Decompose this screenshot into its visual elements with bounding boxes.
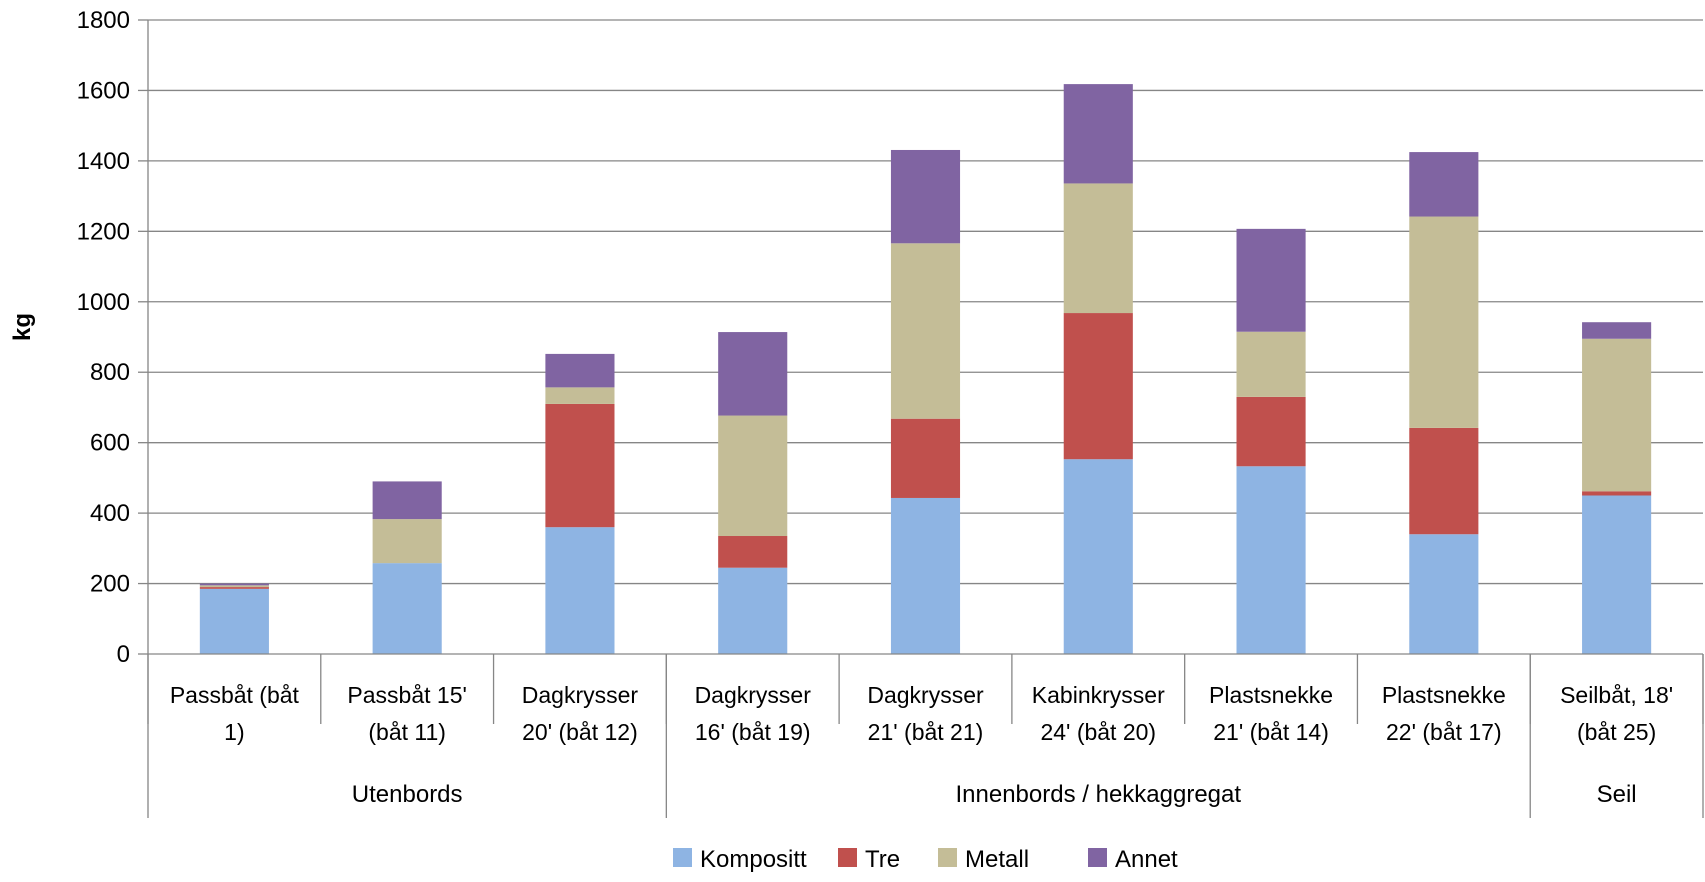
bar-segment-tre: [199, 587, 269, 589]
x-category-label: Seilbåt, 18' (båt 25): [1560, 682, 1673, 745]
y-tick-label: 1800: [77, 7, 130, 34]
x-group-label: Innenbords / hekkaggregat: [956, 781, 1242, 808]
bar-segment-metall: [1063, 183, 1133, 314]
axes: [138, 19, 1704, 818]
bar-segment-annet: [199, 583, 269, 586]
y-tick-label: 1000: [77, 289, 130, 316]
bar-segment-metall: [199, 585, 269, 588]
bar-segment-kompositt: [545, 527, 615, 654]
bar-segment-tre: [1236, 396, 1306, 467]
y-tick-label: 1600: [77, 77, 130, 104]
y-tick-label: 0: [117, 641, 130, 668]
y-tick-label: 1200: [77, 218, 130, 245]
bar-segment-kompositt: [1063, 459, 1133, 654]
bar-segment-tre: [1582, 491, 1652, 496]
bar-segment-annet: [1582, 322, 1652, 339]
y-tick-labels: 0 200 400 600 800 1000 1200 1400 1600 1800: [77, 7, 130, 668]
bar-segment-metall: [890, 243, 961, 419]
x-category-labels: Passbåt (båt 1) Passbåt 15' (båt 11) Dagkrys…: [170, 682, 1673, 745]
legend-swatch: [673, 848, 692, 867]
bar-segment-kompositt: [890, 497, 961, 654]
bar-segment-annet: [372, 481, 442, 520]
bar-segment-annet: [718, 332, 788, 416]
x-category-label: Passbåt 15' (båt 11): [347, 682, 466, 745]
bar-segment-kompositt: [199, 588, 269, 654]
bar-segment-metall: [545, 387, 615, 404]
bar-segment-annet: [890, 149, 961, 244]
bar-segment-annet: [545, 353, 615, 388]
x-category-label: Plastsnekke 22' (båt 17): [1382, 682, 1506, 745]
y-tick-label: 400: [90, 500, 130, 527]
bar-segment-metall: [1409, 216, 1479, 428]
x-category-label: Dagkrysser 20' (båt 12): [522, 682, 639, 745]
x-category-label: Dagkrysser 16' (båt 19): [695, 682, 812, 745]
legend-swatch: [938, 848, 957, 867]
legend-swatch: [1088, 848, 1107, 867]
bar-segment-tre: [1409, 427, 1479, 535]
legend-swatch: [838, 848, 857, 867]
y-axis-label: kg: [9, 313, 36, 341]
x-group-label: Utenbords: [352, 781, 463, 808]
bar-segment-kompositt: [1409, 534, 1479, 654]
bars: [199, 84, 1652, 654]
bar-segment-kompositt: [372, 563, 442, 654]
bar-segment-kompositt: [1582, 495, 1652, 654]
bar-segment-annet: [1063, 84, 1133, 184]
bar-segment-metall: [372, 519, 442, 564]
bar-segment-tre: [1063, 313, 1133, 460]
x-group-labels: Utenbords Innenbords / hekkaggregat Seil: [352, 781, 1637, 808]
legend-label: Kompositt: [700, 846, 807, 873]
bar-segment-metall: [1582, 338, 1652, 492]
legend-label: Metall: [965, 846, 1029, 873]
legend-label: Tre: [865, 846, 900, 873]
bar-segment-tre: [545, 403, 615, 528]
bar-segment-annet: [1409, 152, 1479, 217]
y-tick-label: 800: [90, 359, 130, 386]
bar-segment-kompositt: [1236, 466, 1306, 654]
x-category-label: Dagkrysser 21' (båt 21): [867, 682, 984, 745]
x-category-label: Kabinkrysser 24' (båt 20): [1032, 682, 1165, 745]
x-category-label: Passbåt (båt 1): [170, 682, 300, 745]
bar-segment-annet: [1236, 228, 1306, 332]
bar-segment-metall: [718, 415, 788, 537]
bar-segment-metall: [1236, 331, 1306, 397]
y-tick-label: 600: [90, 430, 130, 457]
y-tick-label: 200: [90, 571, 130, 598]
x-group-label: Seil: [1597, 781, 1637, 808]
y-tick-label: 1400: [77, 148, 130, 175]
x-category-label: Plastsnekke 21' (båt 14): [1209, 682, 1333, 745]
bar-segment-kompositt: [718, 567, 788, 654]
legend-label: Annet: [1115, 846, 1178, 873]
bar-segment-tre: [890, 418, 961, 498]
legend: Kompositt Tre Metall Annet: [673, 846, 1178, 873]
bar-segment-tre: [718, 536, 788, 568]
